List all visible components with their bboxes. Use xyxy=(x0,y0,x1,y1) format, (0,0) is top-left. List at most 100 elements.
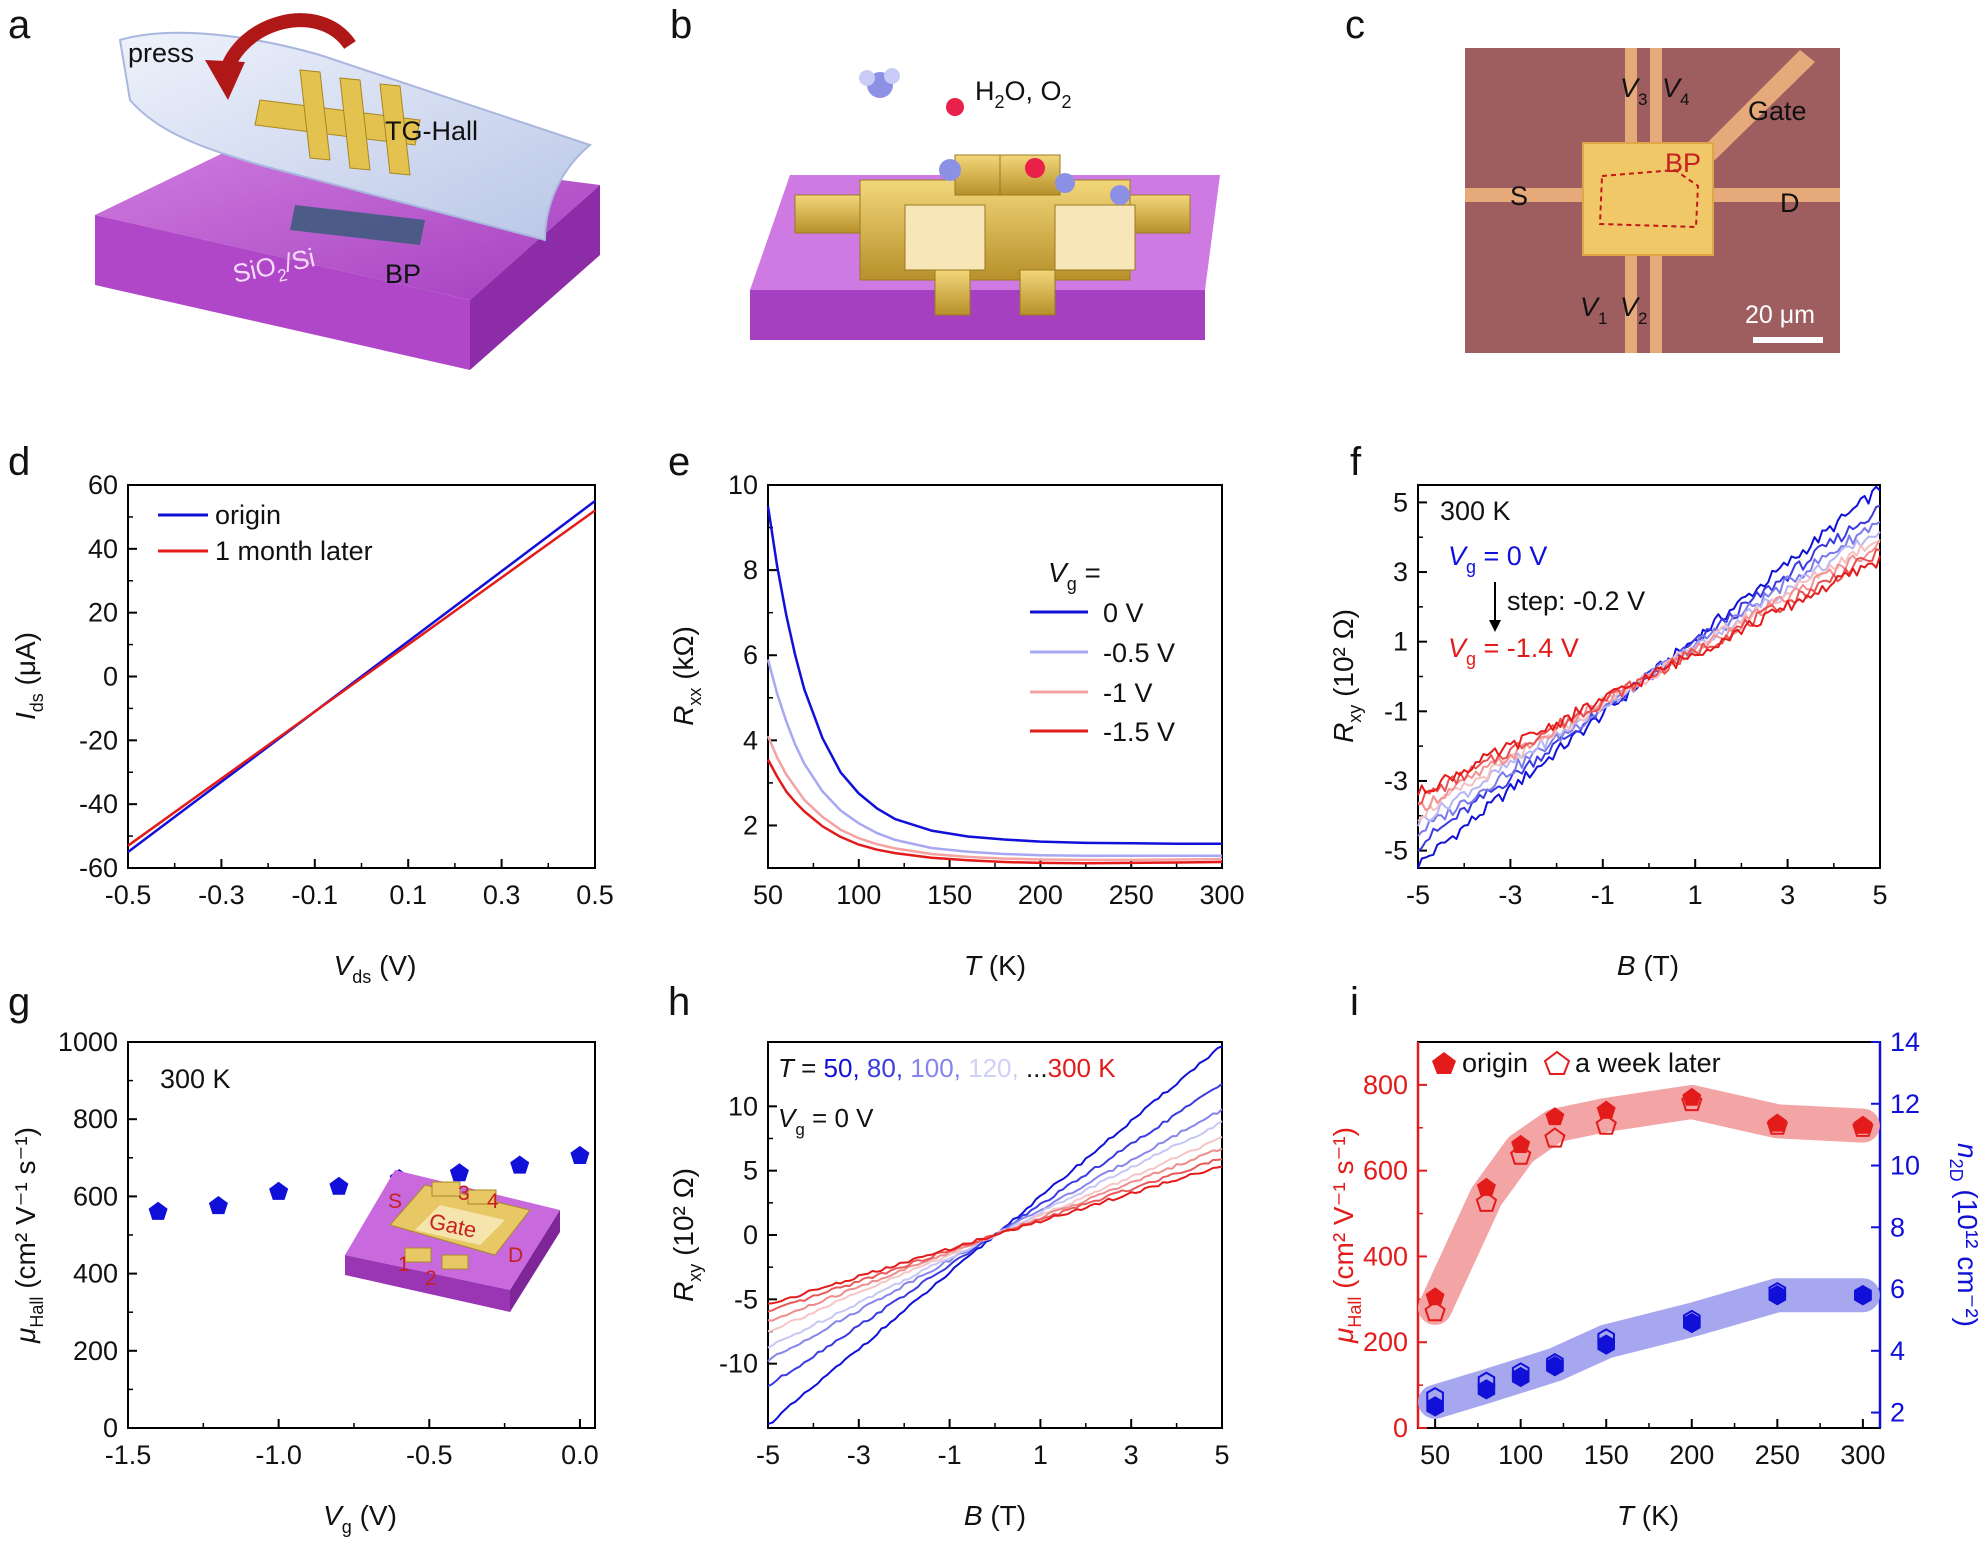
y-tick-label: 0 xyxy=(1393,1413,1408,1443)
panel-label-i: i xyxy=(1350,980,1359,1024)
y-tick-label: 800 xyxy=(73,1104,118,1134)
data-point-n2d xyxy=(1426,1386,1444,1408)
c-d: D xyxy=(1780,188,1800,218)
tg-hall-label: TG-Hall xyxy=(385,116,478,146)
g-inset-4: 4 xyxy=(487,1190,499,1213)
c-scale-label: 20 μm xyxy=(1745,301,1815,329)
panel-label-h: h xyxy=(668,980,690,1024)
chart-d: -0.5 -0.3 -0.1 0.1 0.3 0.5 -60 -40 -20 0 20 40 60 Vds… xyxy=(10,470,614,987)
panel-label-c: c xyxy=(1345,3,1365,47)
y-tick-label: 5 xyxy=(1393,487,1408,517)
bp-flake xyxy=(290,205,425,245)
y-axis-title: Ids (μA) xyxy=(10,632,47,720)
x-tick-label: 50 xyxy=(753,880,783,910)
data-point-week xyxy=(1510,1144,1532,1165)
electrode-leads xyxy=(1465,48,1840,353)
legend-e-1v: -1 V xyxy=(1103,678,1153,708)
data-point-n2d xyxy=(1477,1379,1496,1400)
series-line-1 xyxy=(1417,504,1881,852)
c-v4: V4 xyxy=(1662,73,1689,109)
x-tick-label: -0.3 xyxy=(198,880,245,910)
y-tick-label: 200 xyxy=(73,1336,118,1366)
y-tick-label: 3 xyxy=(1393,557,1408,587)
x-tick-label: -0.5 xyxy=(105,880,152,910)
x-tick-label: -3 xyxy=(847,1440,871,1470)
data-point-week xyxy=(1681,1090,1703,1112)
x-tick-label: 300 xyxy=(1840,1440,1885,1470)
y-tick-label: 60 xyxy=(88,470,118,500)
y-tick-label: 0 xyxy=(103,662,118,692)
f-temp: 300 K xyxy=(1440,496,1511,526)
chart-e: 50 100 150 200 250 300 2 4 6 8 10 T (K) Rxx (kΩ) xyxy=(668,470,1245,981)
x-tick-label: 0.1 xyxy=(389,880,427,910)
y-right-tick-label: 8 xyxy=(1890,1212,1905,1242)
data-point-origin xyxy=(1682,1087,1702,1106)
scale-bar xyxy=(1753,337,1823,343)
substrate-side xyxy=(470,185,600,370)
data-point-week xyxy=(1544,1127,1566,1148)
legend-e-0v: 0 V xyxy=(1103,598,1144,628)
data-point-week xyxy=(1852,1116,1874,1137)
x-tick-label: -1.0 xyxy=(255,1440,302,1470)
y-right-tick-label: 14 xyxy=(1890,1027,1920,1057)
y-right-axis-title: n2D (10¹² cm⁻²) xyxy=(1946,1143,1983,1327)
annot-h: T = 50, 80, 100, 120, ...300 K Vg = 0 V xyxy=(778,1053,1116,1139)
series-line-7 xyxy=(1417,555,1881,796)
chart-h: -5 -3 -1 1 3 5 -10 -5 0 5 10 B (T) Rxy (10² Ω) xyxy=(668,1041,1230,1531)
panel-label-e: e xyxy=(668,440,690,484)
y-tick-label: 2 xyxy=(743,810,758,840)
data-point-week xyxy=(1475,1191,1498,1212)
plot-frame xyxy=(767,484,1223,869)
x-tick-label: 300 xyxy=(1199,880,1244,910)
y-right-tick-label: 10 xyxy=(1890,1151,1920,1181)
x-tick-label: 5 xyxy=(1214,1440,1229,1470)
legend-i: origin a week later xyxy=(1432,1048,1721,1078)
panel-label-f: f xyxy=(1350,440,1362,484)
y-tick-label: 4 xyxy=(743,725,758,755)
x-tick-label: 200 xyxy=(1669,1440,1714,1470)
data-point-n2d xyxy=(1597,1328,1615,1349)
g-inset-3: 3 xyxy=(458,1182,470,1205)
g-inset-device xyxy=(345,1170,560,1312)
y-tick-label: -3 xyxy=(1384,766,1408,796)
y-tick-label: 600 xyxy=(73,1181,118,1211)
y-tick-label: 400 xyxy=(73,1259,118,1289)
legend-e-15v: -1.5 V xyxy=(1103,717,1175,747)
b-device xyxy=(794,154,1191,316)
data-point-origin xyxy=(1476,1177,1496,1196)
data-point xyxy=(148,1201,168,1220)
y-axis-title: μHall (cm² V⁻¹ s⁻¹) xyxy=(10,1127,47,1344)
x-tick-label: 5 xyxy=(1872,880,1887,910)
y-tick-label: -40 xyxy=(79,789,118,819)
x-tick-label: -1 xyxy=(1591,880,1615,910)
y-tick-label: 600 xyxy=(1363,1156,1408,1186)
y-tick-label: 8 xyxy=(743,555,758,585)
x-axis-title: Vg (V) xyxy=(323,1500,397,1537)
b-substrate-front xyxy=(750,290,1205,340)
chart-i: 50 100 150 200 250 300 0 200 400 600 800 2 4 6 8 10 12 14… xyxy=(1328,1027,1983,1531)
chart-g: -1.5 -1.0 -0.5 0.0 0 200 400 600 800 1000 Vg (V) μH… xyxy=(10,1027,599,1537)
panel-label-d: d xyxy=(8,440,30,484)
substrate-front xyxy=(95,215,470,370)
x-tick-label: 3 xyxy=(1780,880,1795,910)
substrate-label: SiO2/Si xyxy=(230,242,319,295)
g-temp: 300 K xyxy=(160,1064,231,1094)
x-tick-label: 250 xyxy=(1755,1440,1800,1470)
x-axis-title: T (K) xyxy=(1617,1500,1679,1531)
x-tick-label: 50 xyxy=(1420,1440,1450,1470)
legend-i-week: a week later xyxy=(1575,1048,1721,1078)
x-tick-label: 0.3 xyxy=(483,880,521,910)
y-tick-label: -5 xyxy=(1384,836,1408,866)
c-gate: Gate xyxy=(1748,96,1807,126)
data-point xyxy=(570,1145,590,1164)
data-point-week xyxy=(1766,1114,1788,1135)
data-point-origin xyxy=(1545,1107,1565,1126)
data-point-n2d xyxy=(1511,1362,1530,1383)
c-s: S xyxy=(1510,181,1528,211)
x-tick-label: 0.0 xyxy=(561,1440,599,1470)
series-line-4 xyxy=(1417,541,1881,822)
series-line-6 xyxy=(1417,548,1881,806)
c-bp: BP xyxy=(1665,148,1701,178)
panel-label-b: b xyxy=(670,3,692,47)
f-step: step: -0.2 V xyxy=(1507,586,1645,616)
